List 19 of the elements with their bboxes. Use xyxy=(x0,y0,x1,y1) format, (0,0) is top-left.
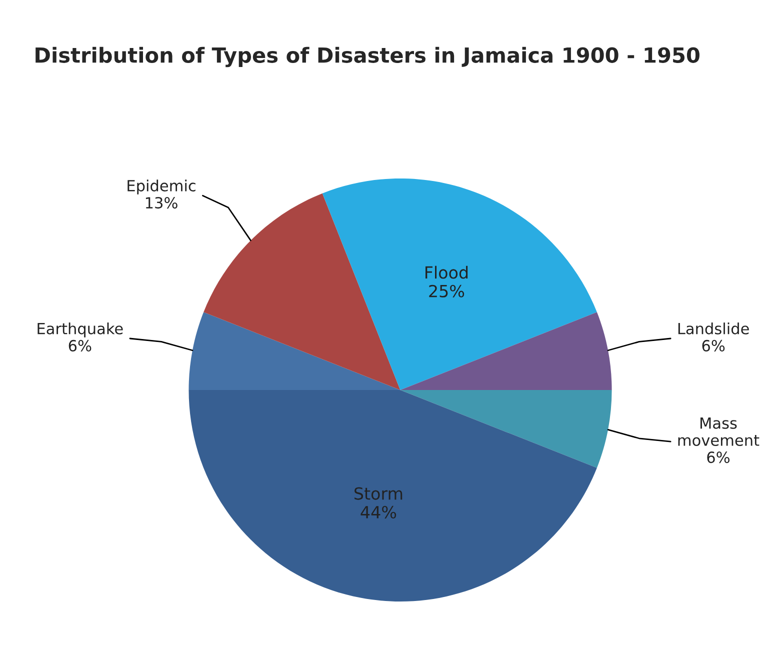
slice-label: Storm xyxy=(354,487,402,500)
slice-label: Flood xyxy=(426,266,468,279)
data-label: 6% xyxy=(707,452,730,464)
pie-slice xyxy=(400,312,612,390)
data-label: 44% xyxy=(360,506,396,518)
slice-label: Mass movement xyxy=(678,418,760,446)
pie-slice xyxy=(322,178,597,390)
data-label: 25% xyxy=(429,284,464,298)
pie-slice xyxy=(204,193,400,390)
pie-slice xyxy=(400,390,612,468)
data-label: 13% xyxy=(146,197,178,209)
slice-label: Landslide xyxy=(678,322,749,334)
data-label: 6% xyxy=(68,340,92,352)
data-label: 6% xyxy=(702,340,725,352)
slice-label: Earthquake xyxy=(38,322,123,338)
pie-slice xyxy=(188,312,400,390)
chart-title: Distribution of Types of Disasters in Jamaica 1900 - 1950 xyxy=(36,46,700,68)
slice-label: Epidemic xyxy=(128,180,196,194)
pie-slice xyxy=(188,390,597,602)
